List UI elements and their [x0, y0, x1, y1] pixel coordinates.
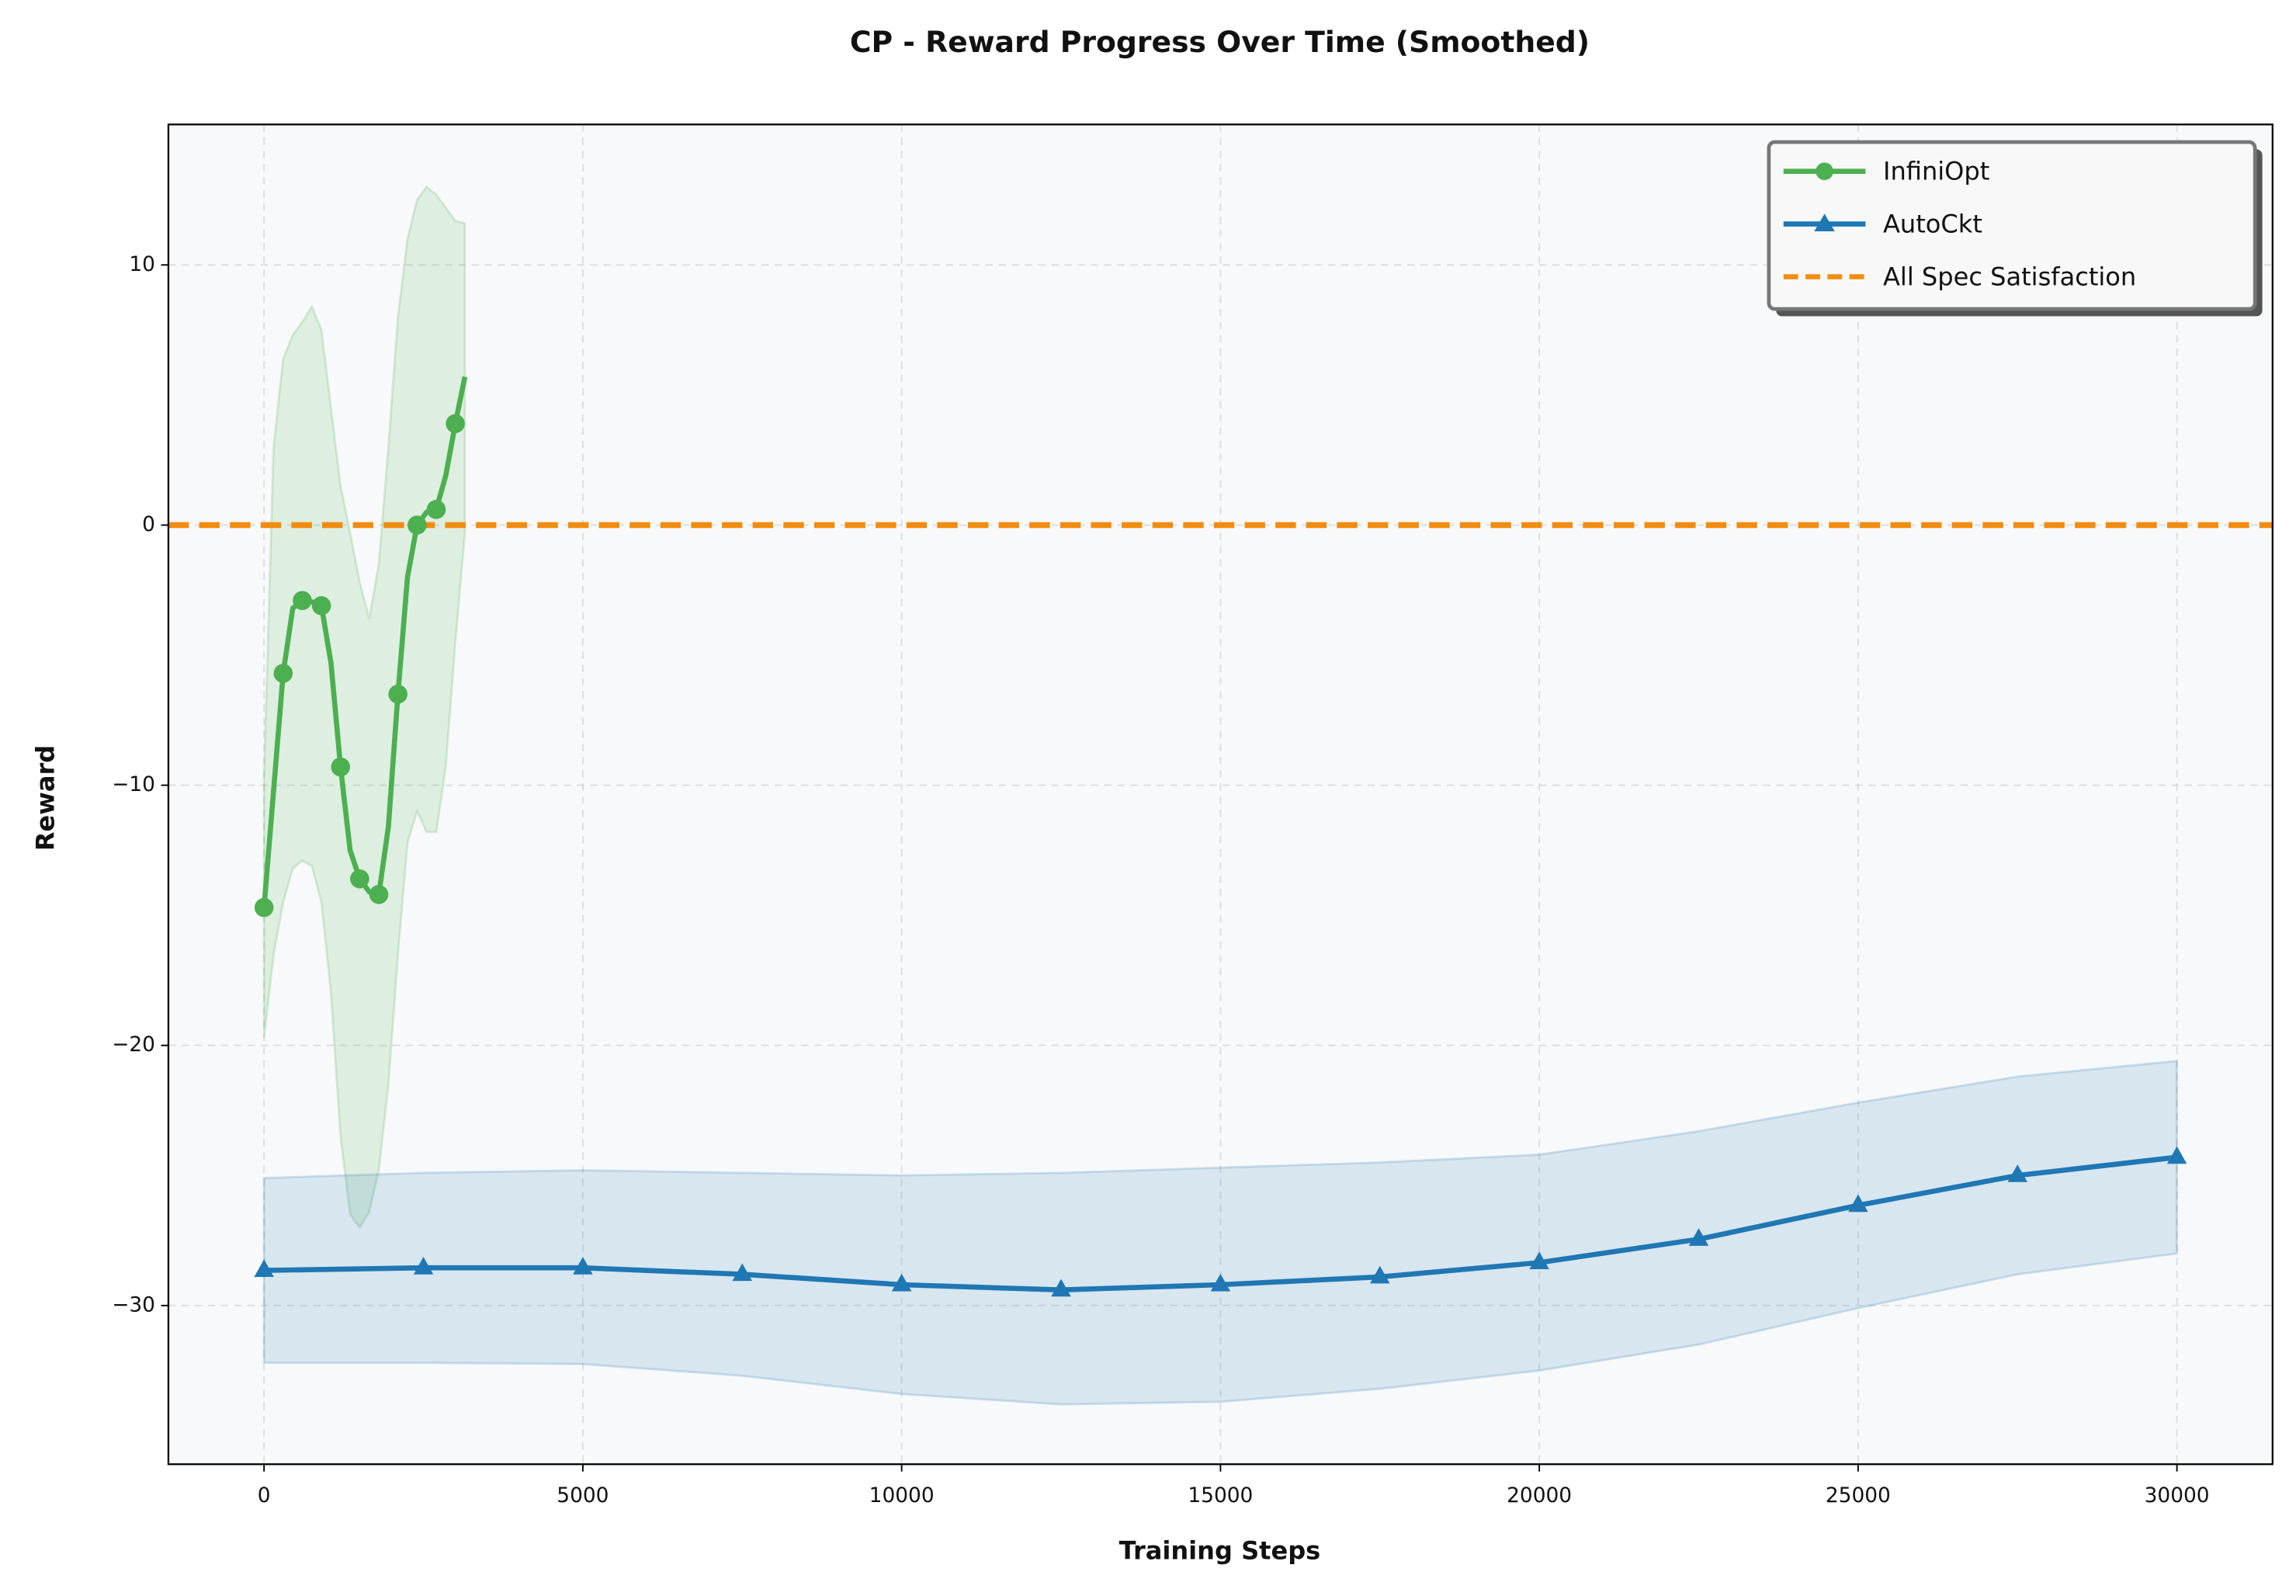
confidence-band [262, 1060, 2179, 1406]
marker [1848, 1194, 1868, 1213]
legend-label: AutoCkt [1883, 209, 1982, 238]
y-tick-label: −10 [112, 772, 155, 796]
marker [1370, 1265, 1390, 1284]
marker [1051, 1279, 1071, 1297]
marker [1688, 1228, 1709, 1246]
marker [388, 684, 408, 704]
marker [293, 591, 312, 610]
marker [2166, 1146, 2187, 1164]
legend-label: InfiniOpt [1883, 157, 1989, 186]
marker [413, 1257, 434, 1275]
legend-marker [1814, 213, 1835, 232]
x-tick-label: 10000 [869, 1483, 935, 1508]
marker [1210, 1273, 1231, 1292]
y-tick-label: 10 [129, 252, 155, 276]
legend-label: All Spec Satisfaction [1883, 262, 2136, 291]
marker [254, 897, 274, 918]
marker [254, 1259, 274, 1278]
legend-marker [1816, 162, 1833, 181]
marker [446, 414, 465, 433]
y-tick-label: −20 [112, 1032, 155, 1056]
y-tick-label: 0 [142, 512, 155, 536]
marker [369, 885, 389, 904]
confidence-band [262, 185, 466, 1230]
y-tick-label: −30 [112, 1292, 155, 1317]
x-tick-label: 25000 [1826, 1483, 1891, 1508]
plot-background [168, 124, 2273, 1465]
plot-area [168, 185, 2273, 1406]
marker [1529, 1251, 1549, 1270]
marker [331, 757, 351, 777]
marker [350, 869, 369, 889]
y-axis-label: Reward [30, 745, 60, 851]
marker [891, 1273, 912, 1292]
x-tick-label: 20000 [1507, 1483, 1572, 1508]
marker [426, 500, 446, 519]
marker [573, 1257, 593, 1275]
x-axis-label: Training Steps [1119, 1535, 1321, 1565]
marker [273, 664, 293, 683]
marker [311, 596, 331, 616]
x-tick-label: 0 [258, 1483, 271, 1508]
plot-frame [167, 123, 2273, 1466]
legend [1767, 140, 2257, 311]
x-tick-label: 15000 [1188, 1483, 1253, 1508]
marker [732, 1263, 753, 1282]
chart-title: CP - Reward Progress Over Time (Smoothed… [850, 25, 1590, 59]
marker [408, 515, 427, 535]
marker [2007, 1164, 2027, 1182]
x-tick-label: 30000 [2145, 1483, 2210, 1508]
x-tick-label: 5000 [557, 1483, 609, 1508]
